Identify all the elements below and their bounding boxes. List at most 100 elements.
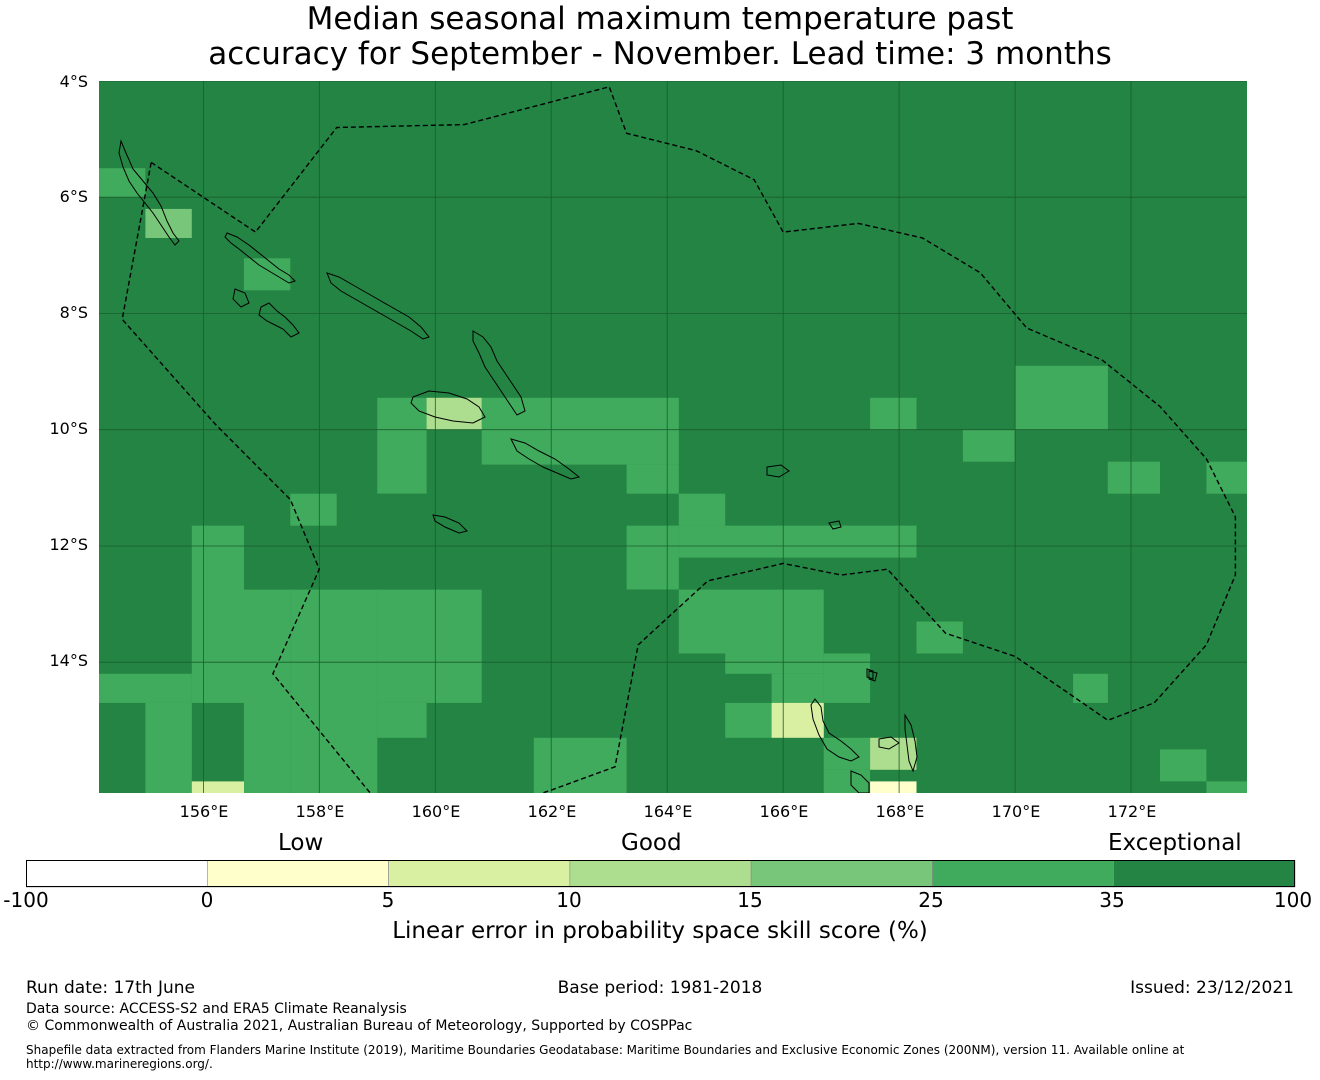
island-pentecost (904, 713, 918, 773)
grid-cell (823, 737, 871, 770)
shapefile-note: Shapefile data extracted from Flanders M… (26, 1043, 1185, 1071)
lon-label: 156°E (179, 802, 229, 821)
lat-label: 6°S (59, 187, 88, 206)
colorbar-segment (26, 860, 208, 888)
lat-label: 14°S (49, 651, 88, 670)
skill-score-map (99, 81, 1247, 793)
grid-cell (377, 429, 427, 494)
island-torres (866, 668, 874, 680)
grid-cell (290, 493, 337, 526)
grid-cell (771, 673, 824, 703)
grid-cell (678, 525, 917, 558)
grid-cell (1073, 673, 1108, 703)
grid-cell (1107, 461, 1160, 494)
grid-cell (191, 781, 244, 793)
grid-cell (191, 525, 244, 703)
colorbar-tick: 35 (1099, 888, 1125, 912)
grid-cell (962, 429, 1016, 462)
graticule (99, 81, 1247, 793)
grid-cell (626, 464, 679, 494)
grid-cell (377, 589, 482, 703)
lon-label: 170°E (991, 802, 1041, 821)
lon-label: 160°E (411, 802, 461, 821)
island-nendo (766, 464, 790, 478)
island-new-georgia (258, 302, 300, 338)
grid-cell (626, 525, 679, 590)
colorbar-segment (1113, 860, 1296, 888)
island-malakula (850, 770, 870, 793)
island-banks (868, 670, 878, 682)
grid-cell (823, 769, 871, 793)
island-makira (510, 438, 581, 480)
title-line-2: accuracy for September - November. Lead … (208, 36, 1112, 72)
island-vella-lavella (232, 288, 250, 308)
legend-category-good: Good (621, 830, 682, 856)
grid-cell (870, 737, 917, 770)
colorbar-tick: 0 (200, 888, 214, 912)
grid-cell (243, 589, 291, 793)
grid-cell (1206, 461, 1247, 494)
grid-cell (1206, 781, 1247, 793)
grid-cell (1015, 365, 1108, 430)
grid-cell (426, 397, 482, 430)
island-espiritu-santo (810, 698, 860, 762)
grid-cell (678, 589, 824, 654)
legend-category-low: Low (278, 830, 324, 856)
colorbar (26, 860, 1296, 888)
island-bougainville (118, 139, 180, 246)
grid-cell (1160, 749, 1207, 782)
colorbar-segment (569, 860, 752, 888)
issued-date: Issued: 23/12/2021 (1130, 978, 1294, 998)
colorbar-segment (388, 860, 571, 888)
eez-boundary (121, 85, 1237, 793)
island-malaita (472, 330, 526, 416)
grid-cell (870, 781, 917, 793)
island-choiseul (224, 232, 296, 284)
grid-cell (99, 168, 146, 198)
grid-cell (771, 702, 824, 738)
grid-cell (870, 397, 917, 430)
island-rennell (432, 514, 468, 534)
colorbar-segments (26, 860, 1296, 888)
colorbar-label: Linear error in probability space skill … (392, 918, 928, 944)
colorbar-segment (932, 860, 1115, 888)
run-date: Run date: 17th June (26, 978, 195, 998)
legend-category-exceptional: Exceptional (1108, 830, 1242, 856)
colorbar-tick: 100 (1273, 888, 1313, 912)
grid-cells (99, 168, 1247, 793)
colorbar-tick: -100 (3, 888, 49, 912)
lon-label: 172°E (1107, 802, 1157, 821)
lon-label: 162°E (527, 802, 577, 821)
islands (118, 139, 918, 793)
lat-label: 8°S (59, 303, 88, 322)
lon-label: 166°E (759, 802, 809, 821)
grid-cell (145, 702, 192, 793)
lat-label: 12°S (49, 535, 88, 554)
lon-label: 158°E (295, 802, 345, 821)
island-vanikoro (828, 520, 842, 530)
colorbar-tick: 10 (556, 888, 582, 912)
grid-cell (725, 702, 772, 738)
lon-label: 168°E (875, 802, 925, 821)
colorbar-frame (26, 860, 1295, 887)
grid-cell (290, 589, 378, 793)
lon-label: 164°E (643, 802, 693, 821)
grid-cell (481, 397, 679, 465)
colorbar-segment (750, 860, 933, 888)
colorbar-tick: 15 (737, 888, 763, 912)
title-line-1: Median seasonal maximum temperature past (306, 1, 1014, 37)
grid-cell (243, 258, 291, 291)
island-maewo (878, 736, 900, 750)
island-santa-isabel (326, 272, 430, 340)
base-period: Base period: 1981-2018 (557, 978, 763, 998)
lat-label: 4°S (59, 72, 88, 91)
grid-cell (823, 653, 871, 703)
island-guadalcanal (410, 390, 486, 424)
copyright: © Commonwealth of Australia 2021, Austra… (26, 1018, 693, 1034)
grid-cell (533, 737, 627, 793)
grid-cell (377, 702, 427, 738)
colorbar-segment (206, 860, 389, 888)
grid-cell (678, 493, 726, 526)
grid-cell (99, 673, 192, 703)
grid-cell (725, 653, 824, 674)
